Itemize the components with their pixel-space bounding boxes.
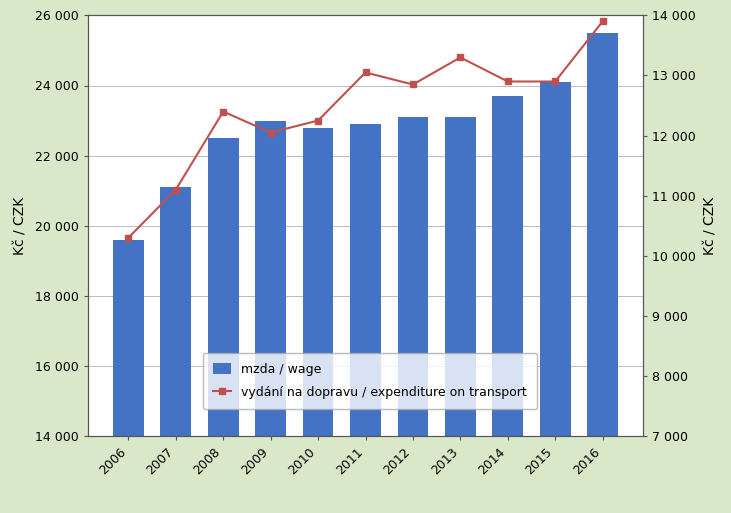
vydání na dopravu / expenditure on transport: [456, 54, 465, 61]
vydání na dopravu / expenditure on transport: [550, 78, 559, 85]
Bar: [350, 124, 381, 513]
vydání na dopravu / expenditure on transport: [124, 234, 133, 241]
Bar: [208, 138, 238, 513]
Bar: [255, 121, 286, 513]
Y-axis label: Kč / CZK: Kč / CZK: [703, 196, 717, 255]
vydání na dopravu / expenditure on transport: [598, 18, 607, 25]
vydání na dopravu / expenditure on transport: [361, 69, 370, 75]
Legend: mzda / wage, vydání na dopravu / expenditure on transport: mzda / wage, vydání na dopravu / expendi…: [202, 353, 537, 409]
Bar: [445, 117, 476, 513]
Bar: [539, 82, 571, 513]
Bar: [493, 96, 523, 513]
Bar: [303, 128, 333, 513]
vydání na dopravu / expenditure on transport: [409, 82, 417, 88]
vydání na dopravu / expenditure on transport: [314, 117, 322, 124]
vydání na dopravu / expenditure on transport: [172, 187, 181, 193]
Bar: [113, 240, 144, 513]
Bar: [160, 187, 192, 513]
vydání na dopravu / expenditure on transport: [219, 108, 227, 114]
vydání na dopravu / expenditure on transport: [266, 129, 275, 135]
Line: vydání na dopravu / expenditure on transport: vydání na dopravu / expenditure on trans…: [125, 18, 606, 241]
Bar: [398, 117, 428, 513]
vydání na dopravu / expenditure on transport: [504, 78, 512, 85]
Bar: [587, 33, 618, 513]
Y-axis label: Kč / CZK: Kč / CZK: [14, 196, 28, 255]
